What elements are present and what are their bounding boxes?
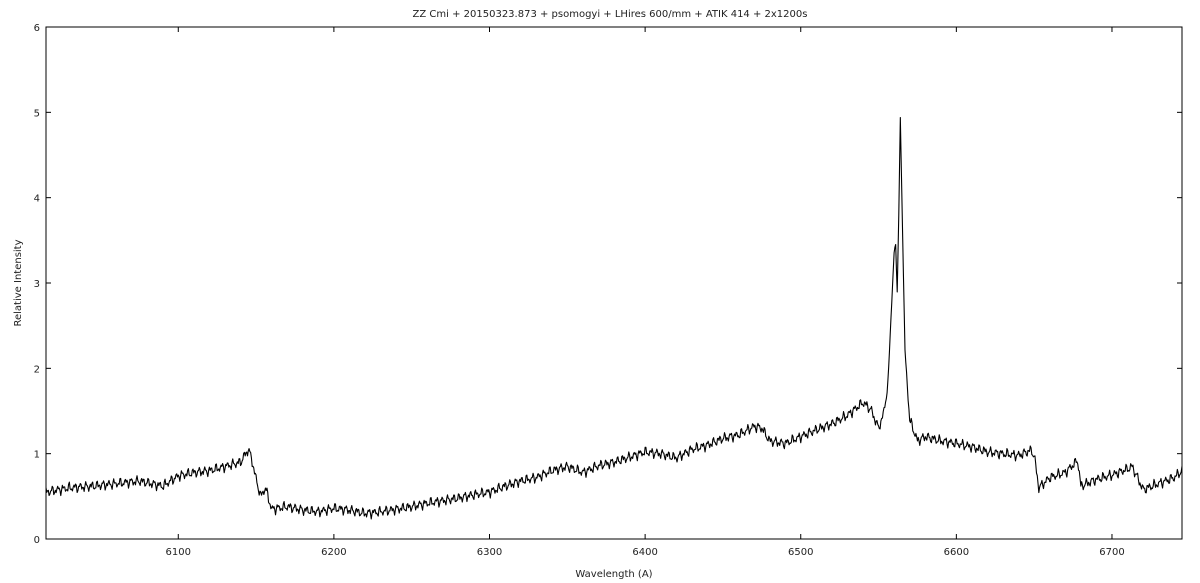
- y-tick-label: 6: [34, 23, 40, 34]
- x-axis: 6100 6200 6300 6400 6500 6600 6700: [166, 27, 1125, 558]
- x-tick-label: 6700: [1099, 547, 1124, 558]
- y-tick-label: 4: [34, 194, 40, 205]
- y-tick-label: 0: [34, 535, 40, 546]
- x-tick-label: 6600: [944, 547, 969, 558]
- plot-frame: [45, 26, 1183, 540]
- x-tick-label: 6200: [321, 547, 346, 558]
- spectrum-line: [45, 117, 1183, 520]
- y-tick-label: 2: [34, 364, 40, 375]
- y-axis-label: Relative Intensity: [13, 239, 24, 326]
- x-axis-label: Wavelength (A): [575, 569, 652, 580]
- y-tick-label: 3: [34, 279, 40, 290]
- x-tick-label: 6100: [166, 547, 191, 558]
- x-tick-label: 6300: [477, 547, 502, 558]
- x-tick-label: 6400: [632, 547, 657, 558]
- y-tick-label: 1: [34, 450, 40, 461]
- chart-title: ZZ Cmi + 20150323.873 + psomogyi + LHire…: [413, 9, 808, 20]
- y-tick-label: 5: [34, 108, 40, 119]
- y-axis: 0 1 2 3 4 5 6: [34, 23, 1182, 546]
- x-tick-label: 6500: [788, 547, 813, 558]
